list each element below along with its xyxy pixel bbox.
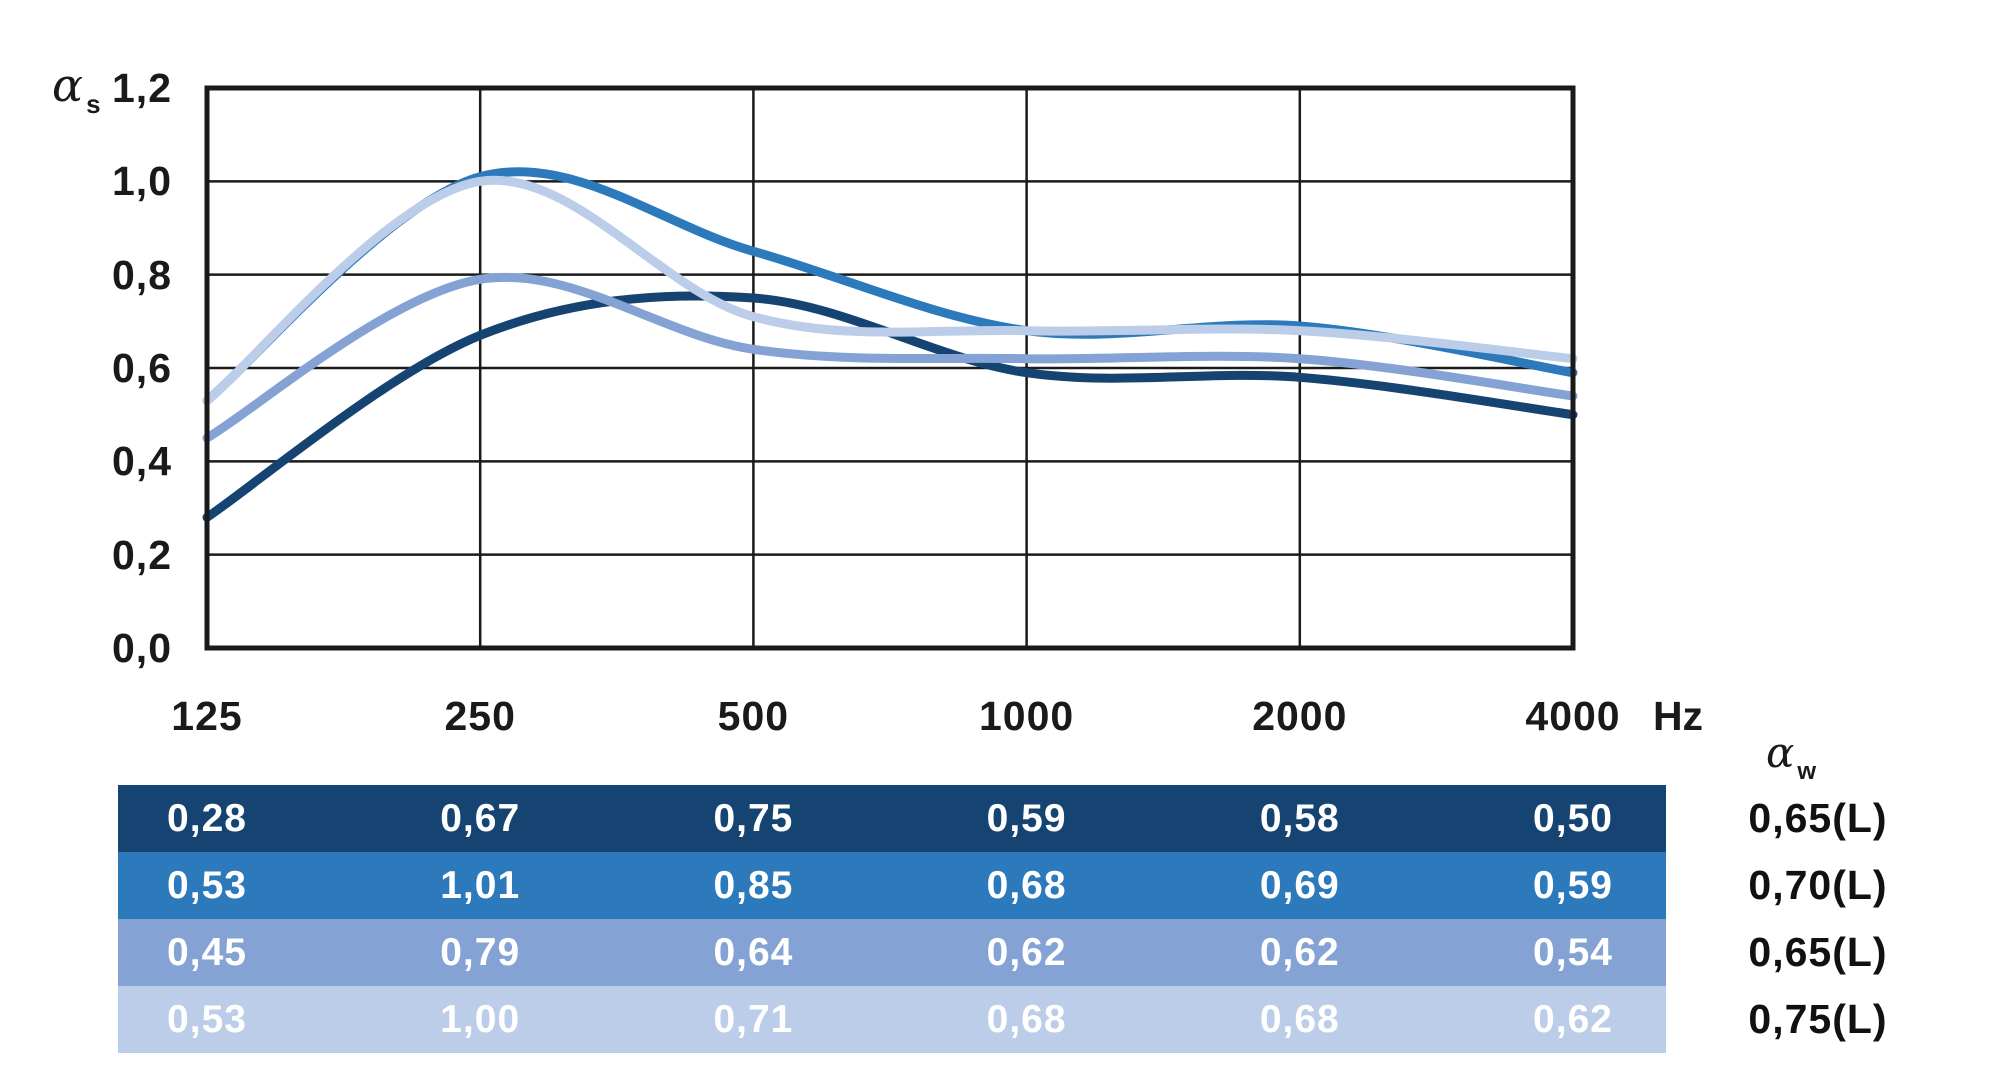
x-tick-label: 250: [444, 693, 516, 739]
curve-series-3-light-blue: [202, 272, 1578, 443]
table-cell: 1,01: [440, 864, 521, 907]
y-tick-label: 0,8: [112, 251, 172, 298]
x-tick-label: 125: [171, 693, 243, 739]
table-cell: 0,59: [986, 797, 1067, 840]
curve-series-4-pale-blue: [202, 175, 1578, 406]
table-cell: 0,45: [167, 931, 247, 974]
y-tick-label: 0,2: [112, 531, 172, 578]
curve-series-1-dark-navy: [202, 291, 1578, 522]
table-cell: 0,53: [167, 864, 247, 907]
x-tick-label: 500: [717, 693, 790, 739]
table-cell: 0,62: [1533, 998, 1613, 1041]
alpha-symbol: α: [1766, 728, 1795, 777]
x-tick-label: 4000: [1525, 693, 1621, 739]
plot-frame: [204, 85, 1576, 651]
y-tick-label: 1,2: [112, 65, 172, 111]
table-row: 0,45 0,79 0,64 0,62 0,62 0,54: [118, 919, 1666, 986]
table-cell: 0,71: [713, 998, 794, 1041]
table-cell: 0,68: [1259, 998, 1340, 1041]
alpha-w-value: 0,70(L): [1748, 862, 1888, 908]
table-row: 0,28 0,67 0,75 0,59 0,58 0,50: [118, 785, 1666, 852]
y-tick-label: 0,0: [112, 625, 172, 671]
table-cell: 0,54: [1533, 931, 1613, 974]
table-cell: 0,85: [713, 864, 794, 907]
alpha-subscript: s: [86, 89, 101, 119]
alpha-subscript: w: [1797, 758, 1817, 785]
table-cell: 0,53: [167, 998, 247, 1041]
table-cell: 0,69: [1259, 864, 1340, 907]
x-tick-label: 2000: [1252, 693, 1348, 739]
alpha-w-value: 0,65(L): [1748, 929, 1888, 975]
table-cell: 1,00: [440, 998, 521, 1041]
table-cell: 0,50: [1533, 797, 1613, 840]
table-cell: 0,67: [440, 797, 521, 840]
alpha-w-value: 0,65(L): [1748, 795, 1888, 841]
table-cell: 0,62: [986, 931, 1067, 974]
table-cell: 0,58: [1259, 797, 1340, 840]
y-tick-label: 0,6: [112, 345, 172, 391]
table-cell: 0,62: [1259, 931, 1340, 974]
table-cell: 0,68: [986, 998, 1067, 1041]
y-tick-label: 0,4: [112, 438, 172, 485]
table-cell: 0,64: [713, 931, 794, 974]
table-cell: 0,75: [713, 797, 794, 840]
x-axis-unit-label: Hz: [1652, 693, 1704, 739]
table-row: 0,53 1,00 0,71 0,68 0,68 0,62: [118, 986, 1666, 1053]
table-cell: 0,68: [986, 864, 1067, 907]
table-cell: 0,59: [1533, 864, 1613, 907]
alpha-w-value: 0,75(L): [1748, 996, 1888, 1042]
chart-curves: [202, 167, 1578, 522]
table-row: 0,53 1,01 0,85 0,68 0,69 0,59: [118, 852, 1666, 919]
absorption-line-chart: [202, 85, 1578, 651]
alpha-symbol: α: [52, 58, 84, 112]
y-tick-label: 1,0: [112, 158, 172, 205]
table-cell: 0,79: [440, 931, 521, 974]
x-tick-label: 1000: [978, 693, 1075, 739]
table-cell: 0,28: [167, 797, 247, 840]
